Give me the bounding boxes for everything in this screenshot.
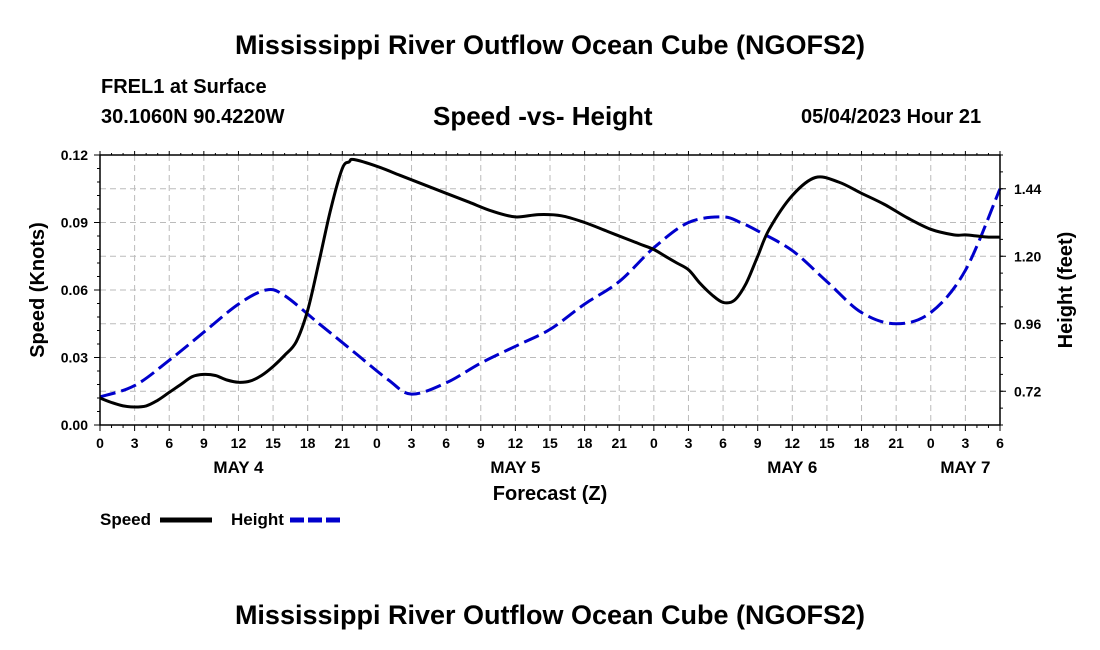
- legend-speed-label: Speed: [100, 510, 151, 529]
- y2-axis-ticks: 0.72 0.96 1.20 1.44: [1000, 154, 1041, 426]
- day-label: MAY 6: [767, 458, 817, 477]
- forecast-datetime: 05/04/2023 Hour 21: [801, 106, 982, 128]
- y2-tick-label: 1.44: [1014, 181, 1041, 197]
- x-tick-label: 9: [754, 435, 762, 451]
- x-tick-label: 0: [96, 435, 104, 451]
- y-tick-label: 0.12: [61, 147, 88, 163]
- series-lines: [99, 157, 1002, 409]
- chart-title: Mississippi River Outflow Ocean Cube (NG…: [234, 30, 866, 60]
- x-tick-label: 3: [408, 435, 416, 451]
- x-tick-label: 12: [785, 435, 801, 451]
- x-tick-label: 15: [542, 435, 558, 451]
- x-tick-label: 3: [685, 435, 693, 451]
- x-tick-label: 9: [200, 435, 208, 451]
- y2-tick-label: 1.20: [1014, 248, 1041, 264]
- x-tick-label: 0: [927, 435, 935, 451]
- station-label: FREL1 at Surface: [101, 76, 267, 98]
- y-tick-label: 0.06: [61, 282, 88, 298]
- x-tick-label: 21: [888, 435, 904, 451]
- speed-series-line: [99, 157, 1001, 409]
- day-label: MAY 4: [213, 458, 264, 477]
- day-labels: MAY 4 MAY 5 MAY 6 MAY 7: [213, 458, 990, 477]
- x-tick-label: 18: [300, 435, 316, 451]
- x-tick-label: 0: [373, 435, 381, 451]
- day-label: MAY 5: [490, 458, 540, 477]
- y2-tick-label: 0.96: [1014, 316, 1041, 332]
- legend: Speed Height: [100, 510, 342, 529]
- x-tick-label: 15: [265, 435, 281, 451]
- height-series-line: [99, 188, 1002, 399]
- x-tick-label: 6: [719, 435, 727, 451]
- x-tick-label: 18: [854, 435, 870, 451]
- x-tick-label: 3: [961, 435, 969, 451]
- x-tick-label: 6: [165, 435, 173, 451]
- x-tick-label: 6: [996, 435, 1004, 451]
- day-label: MAY 7: [940, 458, 990, 477]
- y-tick-label: 0.09: [61, 215, 88, 231]
- legend-height-label: Height: [231, 510, 284, 529]
- station-coordinates: 30.1060N 90.4220W: [101, 106, 285, 128]
- x-tick-label: 15: [819, 435, 835, 451]
- plot-frame: [99, 154, 1001, 426]
- x-tick-label: 12: [231, 435, 247, 451]
- x-tick-label: 6: [442, 435, 450, 451]
- grid-lines: [100, 155, 1000, 425]
- y-axis-ticks: 0.00 0.03 0.06 0.09 0.12: [61, 147, 100, 433]
- y-tick-label: 0.00: [61, 417, 88, 433]
- y-axis-label: Speed (Knots): [27, 222, 49, 358]
- x-tick-label: 21: [611, 435, 627, 451]
- x-tick-label: 9: [477, 435, 485, 451]
- x-tick-label: 12: [508, 435, 524, 451]
- x-tick-label: 3: [131, 435, 139, 451]
- y-tick-label: 0.03: [61, 350, 88, 366]
- x-tick-label: 0: [650, 435, 658, 451]
- x-tick-label: 21: [335, 435, 351, 451]
- y2-axis-label: Height (feet): [1055, 232, 1077, 349]
- footer-title: Mississippi River Outflow Ocean Cube (NG…: [234, 600, 866, 630]
- y2-tick-label: 0.72: [1014, 383, 1041, 399]
- x-tick-label: 18: [577, 435, 593, 451]
- chart-subtitle: Speed -vs- Height: [433, 101, 653, 131]
- x-axis-label: Forecast (Z): [493, 483, 607, 505]
